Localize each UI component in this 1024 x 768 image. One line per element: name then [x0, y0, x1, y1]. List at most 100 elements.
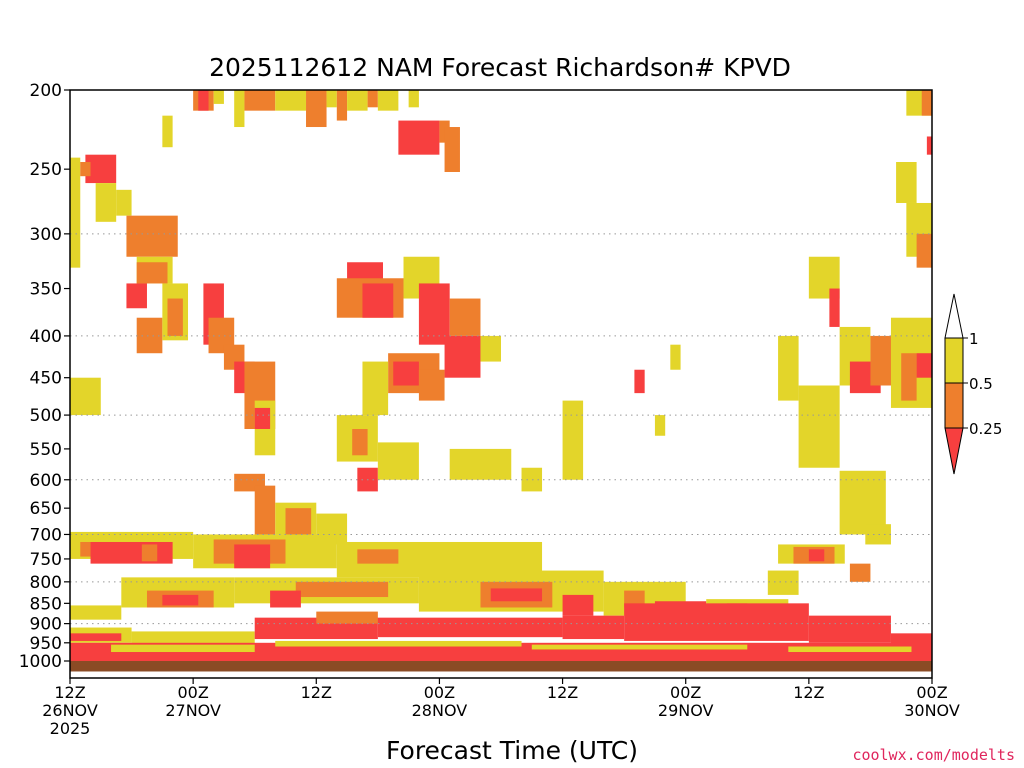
heatmap-cell	[111, 644, 255, 653]
heatmap-cell	[80, 541, 91, 557]
heatmap-cell	[418, 369, 445, 401]
heatmap-cell	[162, 115, 173, 148]
heatmap-cell	[70, 157, 81, 268]
x-axis-label: Forecast Time (UTC)	[386, 736, 638, 765]
legend-label: 1	[969, 330, 979, 348]
y-tick-label: 1000	[19, 652, 62, 672]
heatmap-cell	[275, 90, 307, 111]
heatmap-cell	[275, 640, 522, 647]
heatmap-cell	[377, 442, 419, 480]
x-tick-label: 00Z	[177, 683, 208, 702]
heatmap-cell	[70, 605, 122, 620]
x-tick-label: 00Z	[424, 683, 455, 702]
credit-text[interactable]: coolwx.com/modelts	[852, 746, 1015, 764]
heatmap-cell	[116, 189, 132, 216]
x-tick-label: 26NOV	[42, 701, 98, 720]
y-tick-label: 300	[30, 225, 62, 245]
heatmap-cell	[788, 646, 912, 653]
heatmap-cell	[490, 588, 543, 602]
heatmap-cell	[141, 544, 158, 562]
heatmap-cell	[362, 283, 394, 318]
heatmap-cell	[449, 448, 512, 480]
legend-label: 0.25	[969, 420, 1002, 438]
heatmap-cell	[326, 90, 337, 108]
heatmap-cell	[285, 508, 312, 535]
y-tick-label: 600	[30, 471, 62, 491]
heatmap-cell	[531, 644, 748, 650]
x-tick-label: 12Z	[547, 683, 578, 702]
heatmap-cell	[244, 90, 276, 111]
y-tick-label: 500	[30, 406, 62, 426]
heatmap-cell	[347, 90, 368, 111]
y-tick-label: 900	[30, 615, 62, 635]
y-tick-label: 750	[30, 550, 62, 570]
heatmap-cell	[234, 90, 245, 128]
y-tick-label: 350	[30, 280, 62, 300]
y-tick-label: 650	[30, 499, 62, 519]
heatmap-cell	[634, 369, 645, 394]
legend-swatch-bottom	[944, 427, 964, 475]
y-tick-label: 450	[30, 369, 62, 389]
heatmap-cell	[336, 90, 348, 121]
heatmap-cell	[198, 90, 209, 111]
heatmap-cell	[136, 262, 168, 284]
heatmap-cell	[126, 215, 178, 257]
heatmap-cell	[670, 344, 681, 370]
heatmap-cell	[254, 407, 271, 429]
heatmap-cell	[865, 524, 891, 545]
gridlines	[70, 233, 932, 625]
chart-title: 2025112612 NAM Forecast Richardson# KPVD	[209, 53, 791, 82]
heatmap-cell	[408, 90, 419, 108]
heatmap-cell	[778, 335, 799, 401]
heatmap-cell	[916, 353, 932, 378]
heatmap-cell	[444, 335, 481, 378]
y-tick-label: 550	[30, 440, 62, 460]
heatmap-cell	[377, 617, 563, 638]
x-tick-label: 2025	[50, 719, 91, 738]
heatmap-cell	[270, 590, 301, 608]
heatmap-cell	[624, 603, 809, 641]
y-tick-label: 200	[30, 81, 62, 101]
heatmap-cell	[70, 377, 101, 416]
heatmap-cell	[234, 544, 271, 569]
heatmap-cell	[213, 90, 224, 104]
heatmap-cell	[80, 161, 91, 177]
heatmap-cell	[767, 570, 799, 595]
heatmap-cell	[126, 283, 147, 309]
heatmap-cell	[808, 615, 891, 643]
heatmap-cell	[921, 90, 932, 116]
y-tick-label: 950	[30, 634, 62, 654]
heatmap-cell	[562, 594, 594, 616]
plot-frame	[69, 89, 933, 679]
heatmap-cell	[70, 633, 122, 641]
heatmap-cell	[444, 127, 460, 172]
heatmap-cell	[798, 385, 840, 468]
heatmap-cell	[70, 661, 932, 672]
x-tick-label: 12Z	[54, 683, 85, 702]
heatmap-cell	[362, 361, 389, 416]
x-tick-label: 29NOV	[658, 701, 714, 720]
heatmap-cell	[562, 615, 625, 640]
legend-label: 0.5	[969, 375, 993, 393]
heatmap-cell	[254, 485, 276, 535]
y-tick-label: 400	[30, 327, 62, 347]
heatmap-cell	[829, 288, 840, 327]
heatmap-cell	[306, 90, 327, 128]
heatmap-cell	[849, 563, 871, 582]
heatmap-cell	[398, 120, 440, 155]
x-tick-label: 12Z	[301, 683, 332, 702]
heatmap-cell	[449, 298, 481, 336]
heatmap-cell	[808, 549, 825, 562]
x-tick-label: 28NOV	[412, 701, 468, 720]
heatmap-cell	[521, 467, 543, 492]
heatmap-cell	[167, 298, 183, 336]
heatmap-cell	[562, 400, 584, 480]
y-axis: 200 250 300 350 400 450 500 550 600 650 700 750 8008…	[19, 81, 70, 672]
legend-swatch-top	[944, 293, 964, 339]
heatmap-cell	[624, 590, 645, 608]
heatmap-cell	[896, 161, 917, 203]
heatmap-cell	[316, 611, 378, 624]
heatmap-cell	[654, 415, 666, 436]
heatmap-cell	[926, 136, 932, 155]
